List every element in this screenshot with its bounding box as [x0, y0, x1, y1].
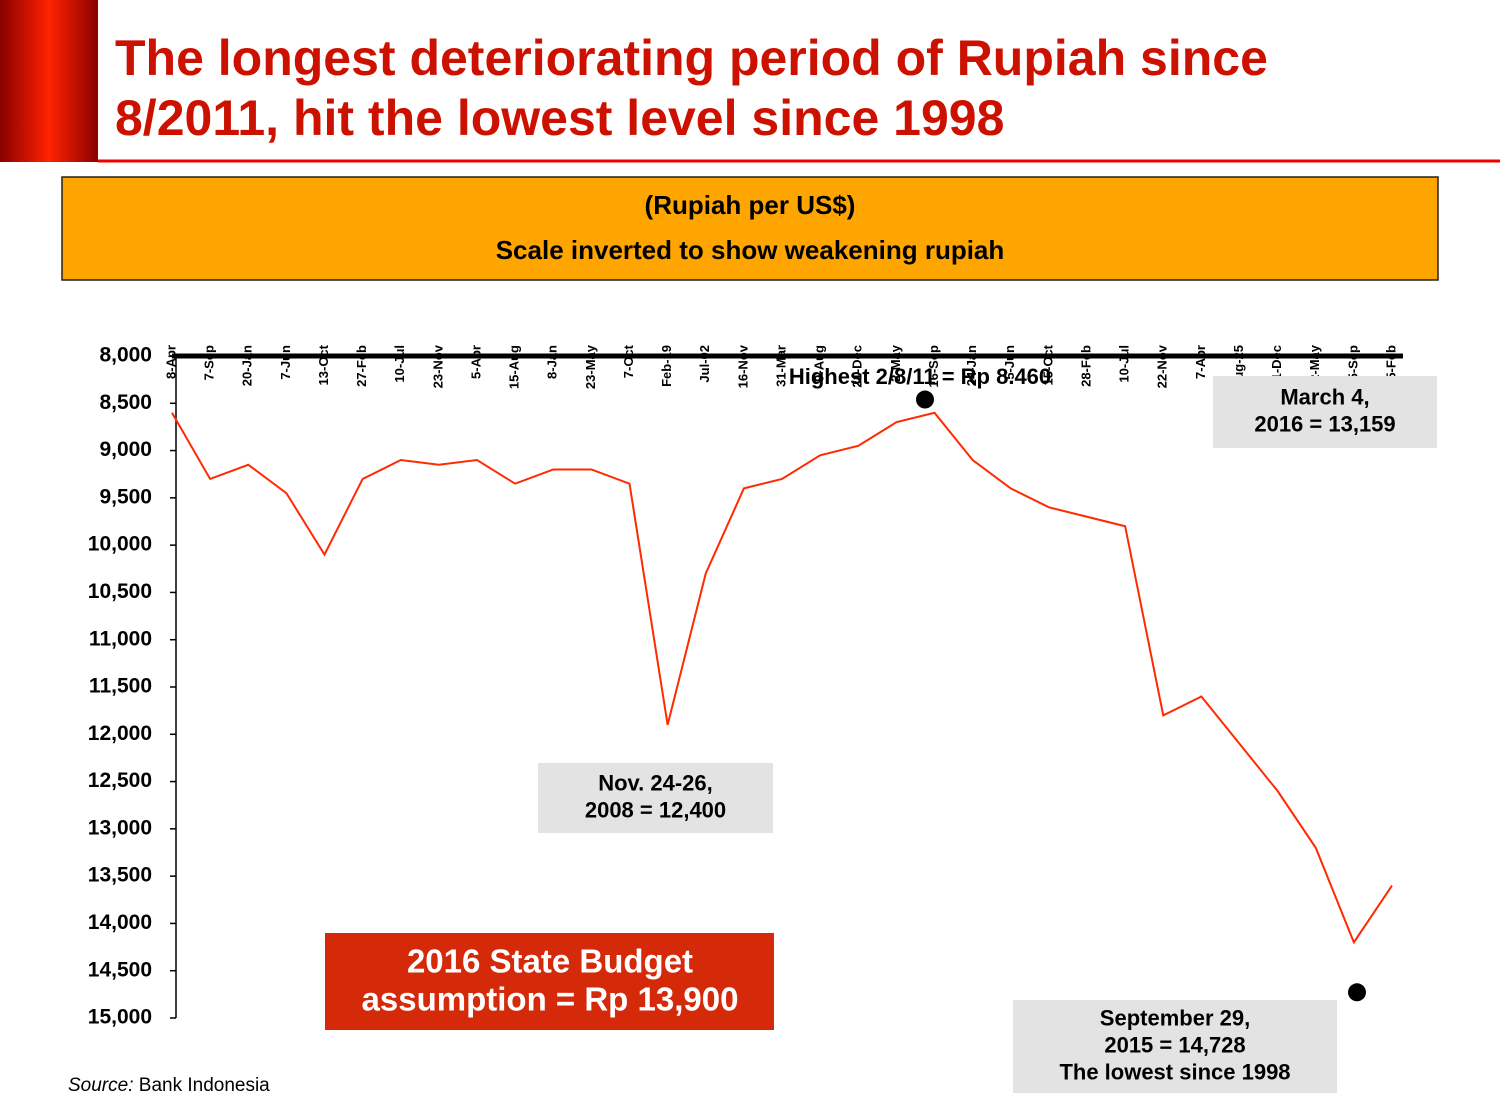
annotation-text: 2015 = 14,728: [1104, 1032, 1245, 1057]
y-tick-label: 13,500: [88, 864, 152, 887]
title: The longest deteriorating period of Rupi…: [115, 30, 1268, 86]
x-tick-label: 28-Feb: [1078, 345, 1093, 387]
annotation-text: March 4,: [1280, 384, 1369, 409]
x-tick-label: 20-Jan: [240, 345, 255, 386]
x-tick-label: 23-May: [583, 344, 598, 389]
x-tick-label: 23-Nov: [430, 344, 445, 388]
x-tick-label: 5-Apr: [468, 345, 483, 379]
x-tick-label: 10-Jul: [392, 345, 407, 383]
y-tick-label: 8,000: [99, 344, 152, 367]
x-tick-label: 27-Feb: [354, 345, 369, 387]
x-tick-label: 5-Feb: [1383, 345, 1398, 380]
x-tick-label: 22-Nov: [1155, 344, 1170, 388]
annotation-box: [538, 763, 773, 833]
x-tick-label: 15-Aug: [507, 345, 522, 389]
x-tick-label: 21-Dec: [850, 345, 865, 388]
annotation-text: 2016 = 13,159: [1254, 411, 1395, 436]
annotation-text: Highest 2/8/11 = Rp 8.460: [789, 364, 1051, 389]
source: Source: Bank Indonesia: [68, 1075, 270, 1096]
series-line: [171, 411, 1393, 945]
budget-text: 2016 State Budget: [407, 943, 693, 980]
y-tick-label: 14,000: [88, 911, 152, 934]
y-tick-label: 11,000: [89, 627, 152, 650]
x-tick-label: 16-Nov: [735, 344, 750, 388]
x-tick-label: 10-Jul: [1117, 345, 1132, 383]
x-tick-label: 13-Oct: [316, 344, 331, 385]
y-tick-label: 15,000: [88, 1006, 152, 1029]
header-bar: [0, 0, 98, 162]
y-tick-label: 10,000: [88, 533, 152, 556]
budget-box: [325, 933, 774, 1030]
source-prefix: Source:: [68, 1075, 133, 1096]
x-tick-label: 5-Jun: [1002, 345, 1017, 380]
highlight-dot: [1348, 983, 1366, 1002]
subtitle-box: [61, 176, 1439, 281]
x-tick-label: 15-Oct: [1040, 344, 1055, 385]
y-tick-label: 9,000: [99, 438, 152, 461]
x-tick-label: 2-May: [888, 344, 903, 382]
annotation-text: The lowest since 1998: [1059, 1059, 1290, 1084]
y-tick-label: 12,500: [88, 769, 152, 792]
x-tick-label: Feb-19: [659, 345, 674, 387]
annotation-text: 2008 = 12,400: [585, 797, 726, 822]
highlight-dot: [916, 390, 934, 409]
x-tick-label: 7-Oct: [621, 344, 636, 378]
source-text: Bank Indonesia: [139, 1075, 270, 1096]
x-tick-label: 7-Apr: [1193, 345, 1208, 379]
x-tick-label: 7-Sep: [202, 345, 217, 380]
y-tick-label: 14,500: [88, 958, 152, 981]
y-tick-label: 8,500: [99, 391, 152, 414]
y-tick-label: 13,000: [88, 816, 152, 839]
subtitle: (Rupiah per US$): [645, 190, 856, 220]
y-tick-label: 12,000: [88, 722, 152, 745]
annotation-box: [1013, 1000, 1337, 1093]
x-tick-label: 16-Sep: [926, 345, 941, 388]
x-tick-label: 31-Mar: [773, 345, 788, 387]
x-tick-label: 8-Jan: [545, 345, 560, 379]
x-tick-label: Jul-02: [697, 345, 712, 383]
x-tick-label: 9-Aug: [812, 345, 827, 382]
title: 8/2011, hit the lowest level since 1998: [115, 90, 1004, 146]
x-tick-label: 7-Jun: [278, 345, 293, 380]
x-tick-label: 8-Apr: [163, 345, 178, 379]
annotation-text: Nov. 24-26,: [598, 770, 713, 795]
y-tick-label: 9,500: [99, 485, 152, 508]
y-tick-label: 11,500: [89, 675, 152, 698]
budget-text: assumption = Rp 13,900: [362, 981, 739, 1018]
x-tick-label: 24-Jan: [964, 345, 979, 386]
annotation-text: September 29,: [1100, 1005, 1250, 1030]
y-tick-label: 10,500: [88, 580, 152, 603]
subtitle: Scale inverted to show weakening rupiah: [496, 235, 1005, 265]
annotation-box: [1213, 376, 1437, 448]
